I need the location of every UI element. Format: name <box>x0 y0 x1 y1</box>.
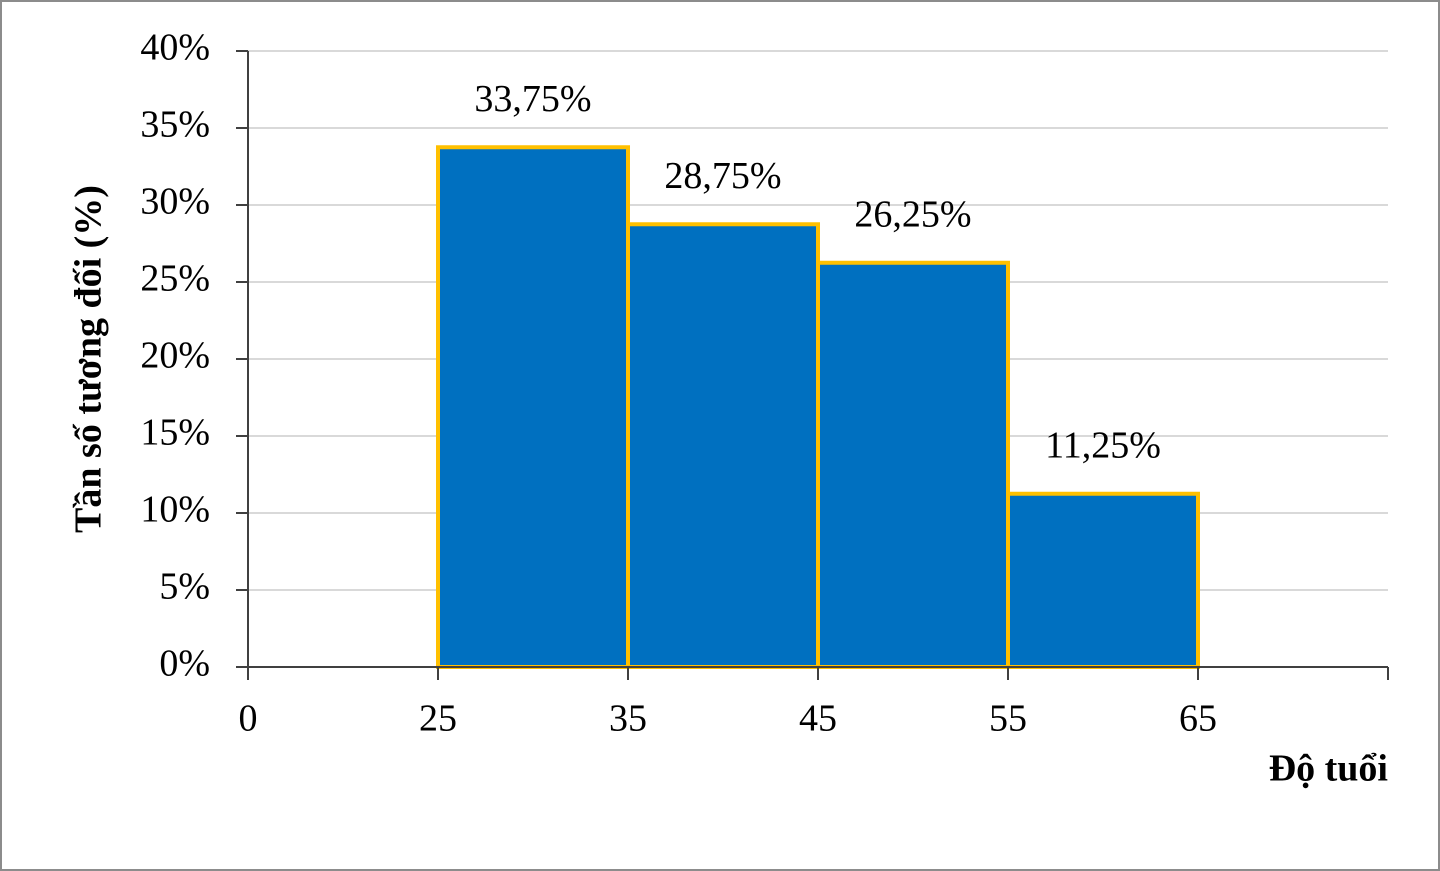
bar <box>816 260 1010 669</box>
y-tick-label: 40% <box>140 27 210 69</box>
bar <box>436 145 630 669</box>
value-label: 11,25% <box>1045 424 1161 466</box>
x-tick-label: 35 <box>609 698 647 740</box>
y-tick-label: 0% <box>159 643 210 685</box>
y-tick-label: 15% <box>140 412 210 454</box>
y-tick-label: 25% <box>140 258 210 300</box>
x-tick-label: 65 <box>1179 698 1217 740</box>
value-label: 33,75% <box>474 78 591 120</box>
y-tick-label: 30% <box>140 181 210 223</box>
value-label: 28,75% <box>664 155 781 197</box>
x-axis-label: Độ tuổi <box>1269 748 1388 790</box>
bar <box>626 222 820 669</box>
x-tick-label: 55 <box>989 698 1027 740</box>
value-label: 26,25% <box>854 193 971 235</box>
y-tick-label: 20% <box>140 335 210 377</box>
x-tick-label: 45 <box>799 698 837 740</box>
x-tick-label: 0 <box>239 698 258 740</box>
y-tick-label: 10% <box>140 489 210 531</box>
y-tick-label: 35% <box>140 104 210 146</box>
y-tick-label: 5% <box>159 566 210 608</box>
x-tick-label: 25 <box>419 698 457 740</box>
bar <box>1006 491 1200 669</box>
y-axis-label: Tần số tương đối (%) <box>68 185 110 533</box>
